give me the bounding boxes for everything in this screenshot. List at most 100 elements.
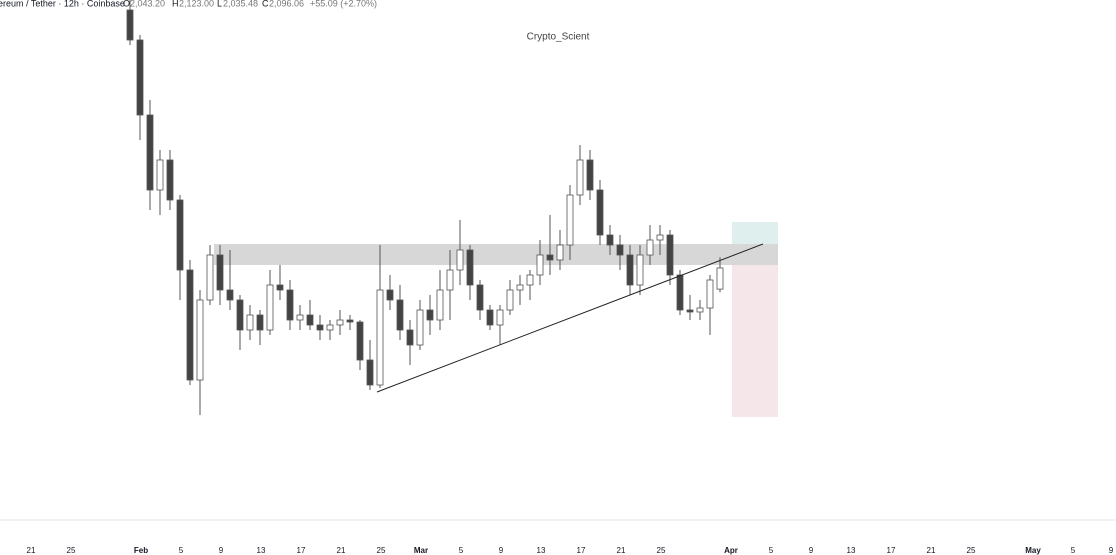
candle-body [386, 289, 394, 301]
candle-body [226, 289, 234, 301]
candles [126, 0, 724, 415]
x-tick-label: 25 [967, 546, 976, 555]
candle-body [506, 289, 514, 311]
candle-body [216, 254, 224, 291]
x-tick-label: 17 [577, 546, 586, 555]
candle-body [296, 314, 304, 321]
candle-body [236, 299, 244, 331]
x-tick-label: 9 [219, 546, 224, 555]
x-tick-label: 5 [769, 546, 774, 555]
candle-body [486, 309, 494, 326]
candle-body [576, 159, 584, 196]
candle-body [286, 289, 294, 321]
x-tick-label: 17 [297, 546, 306, 555]
candle-body [326, 324, 334, 331]
candle-body [346, 319, 354, 323]
x-tick-label: 21 [927, 546, 936, 555]
candle-body [616, 244, 624, 256]
candle-body [406, 329, 414, 346]
change-value: +55.09 (+2.70%) [310, 0, 377, 8]
candle-body [716, 267, 724, 290]
candle-body [566, 194, 574, 246]
trendline [376, 243, 764, 393]
candle-body [146, 114, 154, 191]
candle-body [516, 284, 524, 291]
candle-body [476, 284, 484, 311]
candle-body [706, 279, 714, 309]
x-tick-label: 25 [377, 546, 386, 555]
candle-body [636, 254, 644, 286]
x-tick-label: Apr [724, 546, 738, 555]
candle-body [136, 39, 144, 116]
candle-body [196, 299, 204, 381]
candle-body [426, 309, 434, 321]
candle-body [336, 319, 344, 326]
h-label: H [172, 0, 179, 8]
candle-body [626, 254, 634, 286]
candle-body [586, 159, 594, 191]
candle-body [156, 159, 164, 191]
candle-body [676, 274, 684, 311]
o-label: O [123, 0, 130, 8]
x-tick-label: 9 [499, 546, 504, 555]
candle-body [416, 309, 424, 346]
x-tick-label: Mar [414, 546, 428, 555]
x-tick-label: Feb [134, 546, 148, 555]
candle-body [256, 314, 264, 331]
candle-body [666, 234, 674, 276]
candle-body [366, 359, 374, 386]
stop-zone [732, 265, 778, 417]
c-label: C [262, 0, 269, 8]
candle-body [436, 289, 444, 321]
symbol: ereum / Tether · 12h · Coinbase [0, 0, 125, 8]
x-tick-label: 25 [67, 546, 76, 555]
candle-body [246, 314, 254, 331]
candle-body [186, 269, 194, 381]
candle-body [696, 307, 704, 313]
x-tick-label: 5 [459, 546, 464, 555]
x-tick-label: May [1025, 546, 1041, 555]
candle-body [596, 189, 604, 236]
resistance-zone [214, 244, 778, 265]
x-tick-label: 13 [257, 546, 266, 555]
x-tick-label: 5 [179, 546, 184, 555]
candle-body [276, 284, 284, 291]
x-tick-label: 17 [887, 546, 896, 555]
candle-body [496, 309, 504, 326]
candle-body [536, 254, 544, 276]
candle-body [456, 249, 464, 271]
candle-body [316, 324, 324, 331]
candle-body [376, 289, 384, 386]
x-tick-label: 9 [1109, 546, 1114, 555]
high-value: 2,123.00 [179, 0, 214, 8]
low-value: 2,035.48 [223, 0, 258, 8]
candle-body [606, 234, 614, 246]
candle-body [556, 244, 564, 261]
x-tick-label: 5 [1071, 546, 1076, 555]
candle-body [446, 269, 454, 291]
candle-body [356, 321, 364, 361]
open-value: 2,043.20 [130, 0, 165, 8]
candle-body [306, 314, 314, 326]
candle-body [166, 159, 174, 201]
candle-body [396, 299, 404, 331]
close-value: 2,096.06 [269, 0, 304, 8]
watermark: Crypto_Scient [527, 32, 590, 43]
x-tick-label: 9 [809, 546, 814, 555]
l-label: L [217, 0, 222, 8]
candle-body [126, 9, 134, 41]
candle-body [546, 254, 554, 261]
candle-body [526, 274, 534, 286]
candle-body [646, 239, 654, 256]
x-tick-label: 25 [657, 546, 666, 555]
candle-body [176, 199, 184, 271]
x-tick-label: 13 [537, 546, 546, 555]
candle-body [686, 309, 694, 313]
candle-body [466, 249, 474, 286]
x-tick-label: 21 [617, 546, 626, 555]
x-tick-label: 21 [337, 546, 346, 555]
x-tick-label: 13 [847, 546, 856, 555]
x-tick-label: 21 [27, 546, 36, 555]
